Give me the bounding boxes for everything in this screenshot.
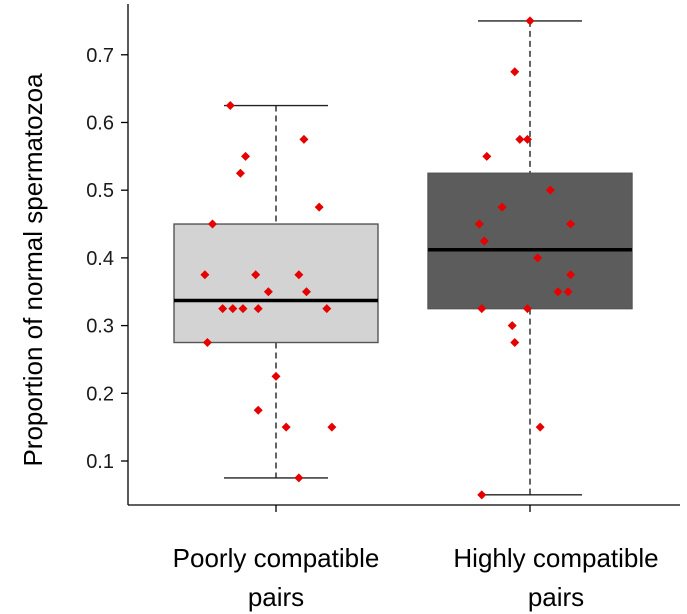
y-tick-label: 0.5 [86,180,114,202]
data-point [294,270,304,280]
data-point [522,134,532,144]
data-point [510,67,520,77]
data-point [253,405,263,415]
data-point [479,236,489,246]
data-point [228,304,238,314]
y-tick-label: 0.2 [86,383,114,405]
data-point [474,219,484,229]
y-tick-labels: 0.1 0.2 0.3 0.4 0.5 0.6 0.7 [86,45,114,473]
data-point [477,304,487,314]
category-label-line2: pairs [528,582,584,612]
data-point [535,422,545,432]
data-point [322,304,332,314]
box [173,223,379,344]
data-point [281,422,291,432]
data-point [507,321,517,331]
data-point [301,287,311,297]
data-point [251,270,261,280]
data-point [238,304,248,314]
data-point [314,202,324,212]
data-point [208,219,217,229]
data-point [225,101,235,111]
box [427,172,633,310]
data-point [482,151,492,161]
axes [121,4,680,512]
data-point [327,422,337,432]
data-points [200,16,576,500]
category-label-line2: pairs [248,582,304,612]
y-axis-title: Proportion of normal spermatozoa [18,73,48,467]
data-point [510,338,520,348]
category-label-line1: Highly compatible [453,543,658,573]
y-tick-label: 0.7 [86,45,114,67]
data-point [200,270,210,280]
data-point [545,185,555,195]
data-point [294,473,304,483]
y-tick-label: 0.6 [86,112,114,134]
y-tick-label: 0.3 [86,316,114,338]
data-point [235,168,245,178]
data-point [253,304,263,314]
data-point [515,134,525,144]
category-label-line1: Poorly compatible [173,543,380,573]
y-tick-label: 0.1 [86,451,114,473]
data-point [566,219,576,229]
data-point [218,304,228,314]
data-point [202,338,212,348]
data-point [497,202,507,212]
data-point [271,371,281,381]
data-point [263,287,273,297]
data-point [299,134,309,144]
data-point [522,304,532,314]
boxes [173,20,633,496]
data-point [566,270,576,280]
data-point [553,287,563,297]
data-point [477,490,487,500]
data-point [241,151,251,161]
data-point [525,16,535,26]
y-tick-label: 0.4 [86,248,114,270]
x-category-labels: Poorly compatible pairs Highly compatibl… [173,543,659,612]
data-point [533,253,543,263]
data-point [563,287,573,297]
